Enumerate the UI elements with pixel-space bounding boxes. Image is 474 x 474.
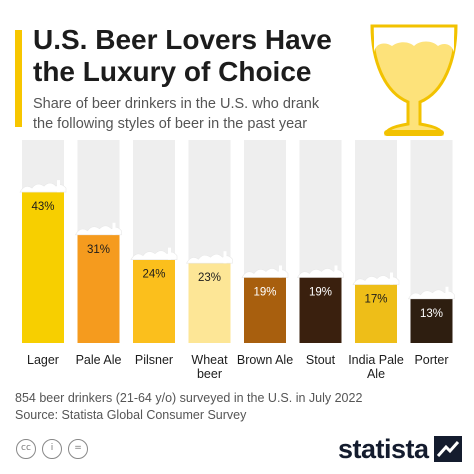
category-label: beer [197, 367, 222, 381]
bar-foam [241, 268, 289, 278]
title-line-1: U.S. Beer Lovers Have [33, 24, 332, 55]
bar-foam [296, 268, 344, 278]
bar-drip [334, 265, 338, 278]
footer: cc i = statista [0, 426, 474, 474]
bar [244, 275, 286, 343]
category-label: Pilsner [135, 353, 173, 367]
bar-track [22, 140, 64, 343]
bar [410, 296, 453, 343]
bar-track [299, 140, 342, 343]
bar-drip [168, 247, 171, 260]
bar-drip [223, 251, 227, 264]
bar [133, 257, 175, 343]
category-label: Stout [306, 353, 336, 367]
bar-foam [352, 275, 400, 285]
subtitle-line-1: Share of beer drinkers in the U.S. who d… [33, 96, 320, 112]
bar-drip [279, 265, 282, 278]
brand-name: statista [338, 433, 429, 464]
bar-track [410, 140, 453, 343]
page-title: U.S. Beer Lovers Have the Luxury of Choi… [33, 24, 353, 88]
data-label: 17% [364, 294, 387, 306]
bar-track [133, 140, 175, 343]
bar [188, 261, 231, 343]
data-label: 43% [31, 201, 54, 213]
bar-foam [130, 250, 178, 260]
bar [77, 232, 120, 343]
beer-glass-icon [370, 24, 458, 136]
bar-track [77, 140, 120, 343]
chart-subtitle: Share of beer drinkers in the U.S. who d… [33, 94, 368, 134]
bar-track [355, 140, 397, 343]
cc-icon[interactable]: cc [16, 439, 36, 459]
no-derivatives-icon[interactable]: = [68, 439, 88, 459]
bar-foam [19, 182, 67, 193]
footnote-sample: 854 beer drinkers (21-64 y/o) surveyed i… [15, 391, 363, 405]
bar-drip [57, 180, 60, 193]
bar-foam [407, 289, 455, 300]
statista-mark-icon [433, 436, 462, 462]
bar [299, 275, 342, 343]
bar-drip [445, 286, 449, 299]
bar-drip [390, 272, 393, 285]
category-label: India Pale [348, 353, 404, 367]
data-label: 19% [309, 286, 332, 298]
data-label: 23% [198, 272, 221, 284]
bar-track [244, 140, 286, 343]
category-label: Lager [27, 353, 59, 367]
data-label: 13% [420, 308, 443, 320]
footnote: 854 beer drinkers (21-64 y/o) surveyed i… [15, 390, 362, 424]
data-label: 24% [142, 269, 165, 281]
bar-foam [185, 253, 233, 264]
bar [355, 282, 397, 343]
title-line-2: the Luxury of Choice [33, 56, 312, 87]
bar [22, 190, 64, 343]
category-label: Wheat [191, 353, 228, 367]
attribution-icon[interactable]: i [42, 439, 62, 459]
statista-logo[interactable]: statista [338, 434, 462, 464]
bar-drip [112, 222, 116, 235]
category-label: Porter [414, 353, 448, 367]
bar-foam [74, 225, 122, 236]
footnote-source: Source: Statista Global Consumer Survey [15, 408, 247, 422]
data-label: 31% [87, 244, 110, 256]
bar-track [188, 140, 231, 343]
category-label: Ale [367, 367, 385, 381]
accent-bar [15, 30, 22, 127]
category-label: Pale Ale [76, 353, 122, 367]
data-label: 19% [253, 286, 276, 298]
category-label: Brown Ale [237, 353, 293, 367]
subtitle-line-2: the following styles of beer in the past… [33, 116, 308, 132]
